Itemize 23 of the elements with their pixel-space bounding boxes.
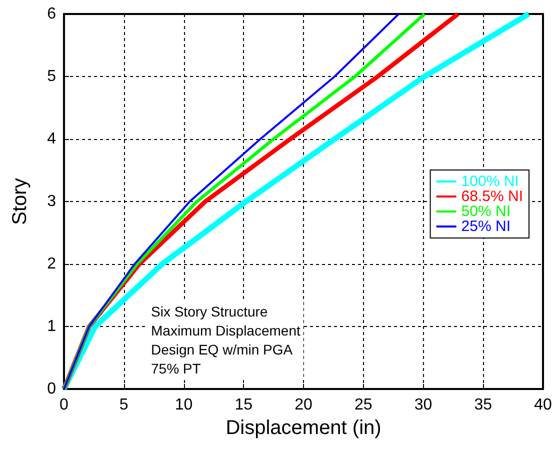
x-tick-label: 35 xyxy=(474,396,492,414)
x-tick-label: 40 xyxy=(534,396,552,414)
y-tick-label: 1 xyxy=(47,318,56,335)
x-axis-title: Displacement (in) xyxy=(226,416,382,439)
x-tick-label: 30 xyxy=(414,396,432,414)
y-tick-label: 4 xyxy=(47,130,56,148)
x-tick-label: 20 xyxy=(294,396,312,414)
legend-label: 68.5% NI xyxy=(461,188,524,205)
x-tick-label: 15 xyxy=(234,396,253,414)
x-tick-label: 0 xyxy=(60,396,69,414)
legend-label: 100% NI xyxy=(461,173,519,190)
x-tick-label: 10 xyxy=(174,396,193,414)
y-tick-label: 5 xyxy=(47,68,56,85)
x-tick-label: 5 xyxy=(119,396,128,414)
legend-label: 25% NI xyxy=(461,218,511,235)
annotation: Six Story Structure Maximum Displacement Design EQ w/min PGA 75% PT xyxy=(151,304,300,376)
y-tick-label: 3 xyxy=(47,193,56,210)
y-axis-title: Story xyxy=(9,178,31,225)
y-tick-label: 2 xyxy=(47,256,56,272)
y-tick-label: 6 xyxy=(47,6,56,22)
legend-label: 50% NI xyxy=(461,203,511,220)
x-tick-label: 25 xyxy=(354,396,372,414)
y-tick-label: 0 xyxy=(47,380,56,398)
